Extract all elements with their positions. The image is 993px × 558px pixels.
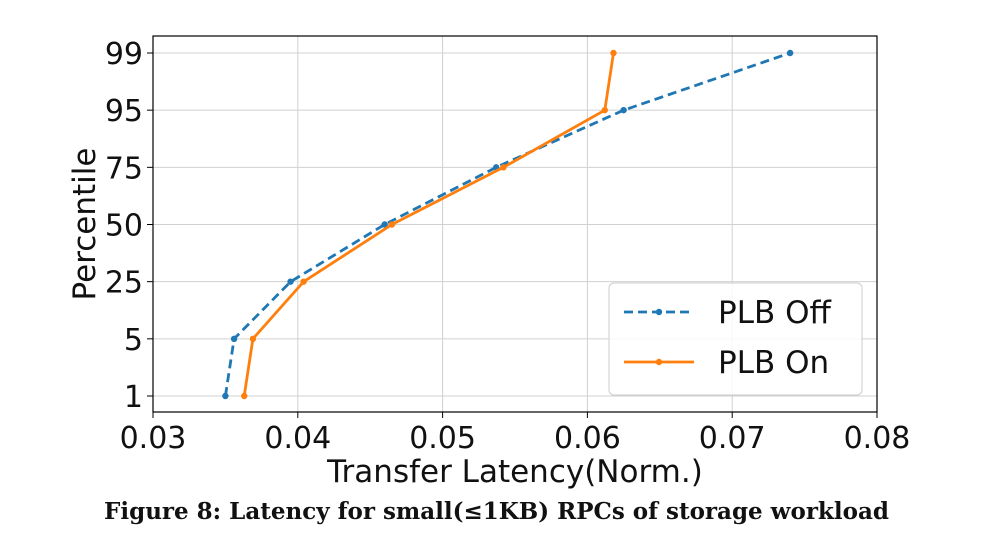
figure-caption: Figure 8: Latency for small(≤1KB) RPCs o…	[104, 498, 889, 525]
data-point-plb-off	[230, 335, 238, 343]
series-layer	[222, 49, 794, 400]
legend-marker-plb-on	[655, 358, 663, 366]
data-point-plb-off	[786, 49, 794, 57]
data-point-plb-on	[500, 164, 507, 171]
legend-label-plb-off: PLB Off	[718, 295, 831, 331]
latency-chart: 0.03 0.04 0.05 0.06 0.07 0.08 1 5 25 50 75 95 99 Tr…	[67, 35, 911, 490]
y-tick-label: 75	[105, 151, 143, 186]
x-axis-label: Transfer Latency(Norm.)	[326, 454, 703, 490]
legend: PLB Off PLB On	[608, 282, 863, 396]
y-tick-label: 25	[105, 266, 143, 301]
x-tick-label: 0.03	[120, 421, 187, 456]
legend-label-plb-on: PLB On	[718, 345, 829, 381]
legend-marker-plb-off	[655, 308, 663, 316]
y-tick-label: 1	[124, 380, 143, 415]
x-tick-label: 0.06	[554, 421, 621, 456]
data-point-plb-on	[601, 106, 608, 114]
x-axis: 0.03 0.04 0.05 0.06 0.07 0.08	[120, 412, 911, 456]
x-tick-label: 0.07	[699, 421, 766, 456]
y-tick-label: 95	[105, 94, 143, 129]
x-tick-label: 0.08	[844, 421, 911, 456]
x-tick-label: 0.05	[409, 421, 476, 456]
y-tick-label: 50	[105, 209, 143, 244]
data-point-plb-off	[620, 106, 627, 114]
data-point-plb-on	[388, 221, 396, 228]
data-point-plb-on	[300, 278, 307, 285]
y-tick-label: 99	[105, 37, 143, 72]
data-point-plb-on	[249, 335, 257, 343]
y-tick-label: 5	[124, 323, 143, 358]
y-axis: 1 5 25 50 75 95 99	[105, 37, 153, 415]
data-point-plb-off	[222, 392, 229, 400]
x-tick-label: 0.04	[264, 421, 331, 456]
data-point-plb-off	[381, 221, 388, 228]
data-point-plb-off	[287, 278, 294, 285]
y-axis-label: Percentile	[67, 148, 103, 301]
data-point-plb-on	[241, 392, 248, 400]
data-point-plb-on	[610, 49, 617, 57]
